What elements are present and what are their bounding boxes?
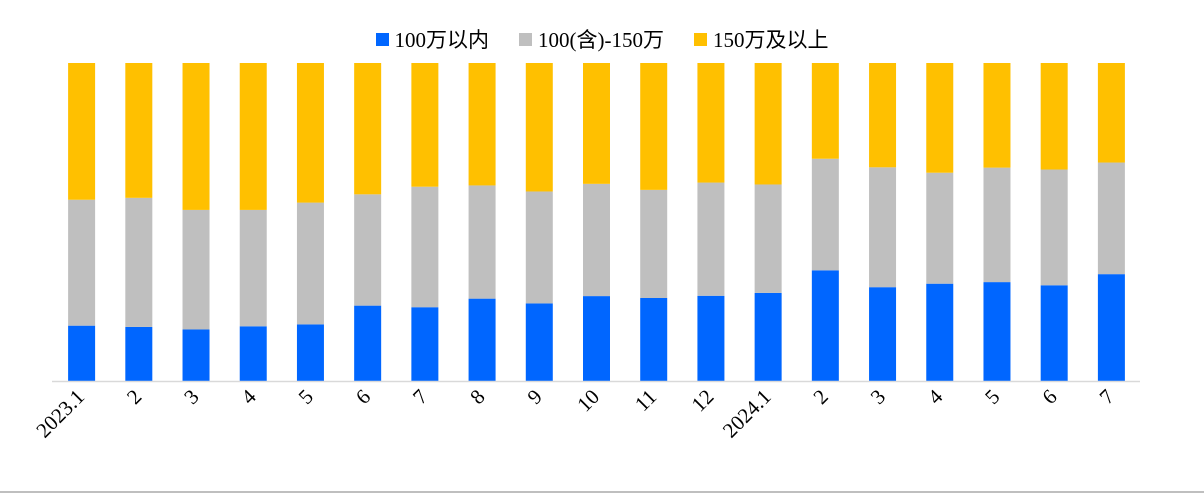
- bar-segment-2: [869, 63, 897, 168]
- bar-segment-1: [354, 194, 382, 306]
- x-tick-label: 6: [1037, 385, 1061, 409]
- x-tick-label: 2023.1: [31, 385, 89, 443]
- bar-segment-2: [926, 63, 954, 173]
- bar-segment-2: [182, 63, 210, 210]
- legend-label: 150万及以上: [712, 28, 829, 52]
- x-tick-label: 4: [923, 384, 948, 409]
- bar-segment-1: [811, 158, 839, 271]
- x-tick-label: 5: [980, 385, 1004, 409]
- bar-segment-1: [411, 186, 439, 308]
- bar-segment-2: [296, 63, 324, 203]
- bar-segment-2: [811, 63, 839, 159]
- bar-segment-0: [1097, 274, 1125, 381]
- x-tick-label: 11: [630, 385, 661, 416]
- x-tick-label: 2: [122, 385, 146, 409]
- bar-segment-1: [926, 172, 954, 284]
- bar-segment-2: [125, 63, 153, 198]
- bar-segment-1: [525, 191, 553, 304]
- bar-segment-1: [697, 182, 725, 296]
- x-tick-label: 9: [522, 385, 546, 409]
- bar-segment-1: [1040, 169, 1068, 286]
- bar-segment-0: [640, 298, 668, 381]
- bar-segment-0: [697, 295, 725, 381]
- bar-segment-2: [640, 63, 668, 190]
- bar-segment-2: [583, 63, 610, 184]
- x-tick-label: 2: [808, 385, 832, 409]
- bar-segment-0: [583, 296, 610, 381]
- bar-segment-2: [1040, 63, 1068, 170]
- bar-segment-1: [754, 184, 782, 293]
- bar-segment-2: [983, 63, 1011, 168]
- bar-segment-2: [754, 63, 782, 185]
- bar-segment-0: [926, 283, 954, 381]
- bar-segment-0: [468, 298, 496, 381]
- bar-segment-0: [296, 324, 324, 381]
- bar-segment-0: [525, 303, 553, 381]
- bar-segment-1: [1097, 162, 1125, 275]
- x-tick-label: 7: [1095, 385, 1119, 409]
- legend-swatch: [375, 32, 389, 46]
- bar-segment-1: [182, 209, 210, 330]
- x-tick-label: 6: [351, 385, 375, 409]
- bar-segment-0: [354, 305, 382, 381]
- x-tick-label: 3: [866, 385, 890, 409]
- legend-label: 100万以内: [394, 28, 490, 52]
- bar-segment-1: [583, 183, 610, 297]
- bar-segment-2: [697, 63, 725, 183]
- x-tick-label: 3: [179, 385, 203, 409]
- bar-segment-1: [640, 189, 668, 299]
- x-tick-label: 8: [465, 385, 489, 409]
- bar-segment-0: [811, 270, 839, 381]
- bar-segment-0: [411, 307, 439, 381]
- legend-swatch: [519, 32, 532, 46]
- x-tick-label: 2024.1: [718, 385, 776, 443]
- bar-segment-0: [754, 292, 782, 381]
- bar-segment-2: [525, 63, 553, 192]
- x-tick-label: 10: [572, 385, 604, 417]
- bar-segment-1: [983, 167, 1011, 283]
- bar-segment-0: [125, 326, 153, 381]
- x-tick-label: 12: [687, 385, 719, 417]
- bar-segment-2: [354, 63, 382, 195]
- bar-segment-0: [869, 287, 897, 381]
- bar-segment-2: [68, 63, 96, 200]
- bar-segment-1: [68, 199, 96, 326]
- bar-segment-1: [125, 197, 153, 327]
- bar-segment-0: [239, 326, 267, 381]
- legend-item-100-150: 100(含)-150万: [519, 24, 664, 54]
- bar-segment-0: [182, 329, 210, 381]
- bar-segment-2: [468, 63, 496, 186]
- x-tick-label: 4: [236, 384, 261, 409]
- bar-segment-2: [411, 63, 439, 187]
- legend-label: 100(含)-150万: [538, 28, 664, 52]
- bar-segment-1: [239, 209, 267, 327]
- x-tick-label: 5: [294, 385, 318, 409]
- bar-segment-1: [296, 202, 324, 325]
- bar-segment-2: [239, 63, 267, 210]
- x-tick-label: 7: [408, 385, 432, 409]
- bar-segment-1: [869, 167, 897, 288]
- bar-segment-0: [1040, 285, 1068, 381]
- bar-segment-0: [983, 282, 1011, 381]
- legend: 100万以内 100(含)-150万 150万及以上: [0, 24, 1204, 54]
- bar-segment-0: [68, 325, 96, 381]
- bottom-divider: [0, 491, 1204, 493]
- bar-segment-1: [468, 185, 496, 299]
- legend-item-under-100: 100万以内: [375, 24, 490, 54]
- legend-swatch: [693, 32, 707, 46]
- bar-segment-2: [1097, 63, 1125, 163]
- legend-item-150-plus: 150万及以上: [693, 24, 829, 54]
